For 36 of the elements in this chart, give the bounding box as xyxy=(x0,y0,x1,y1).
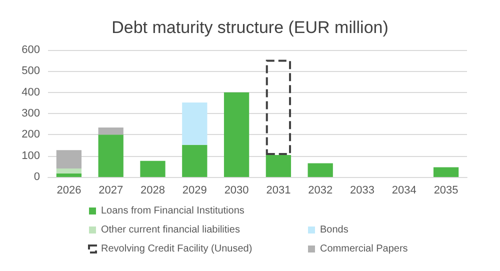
x-tick-label: 2032 xyxy=(308,184,333,196)
legend-label: Commercial Papers xyxy=(320,244,408,254)
bar xyxy=(98,134,124,177)
bar xyxy=(182,102,208,145)
legend-label: Other current financial liabilities xyxy=(101,224,240,236)
bar xyxy=(56,150,82,169)
x-tick-label: 2033 xyxy=(350,184,374,196)
y-tick-label: 600 xyxy=(22,44,40,56)
y-tick-label: 400 xyxy=(22,86,40,98)
x-tick-label: 2029 xyxy=(182,184,207,196)
bar xyxy=(308,163,333,177)
chart-title: Debt maturity structure (EUR million) xyxy=(112,18,388,37)
bar xyxy=(266,60,292,155)
x-tick-label: 2035 xyxy=(434,184,458,196)
x-tick-label: 2030 xyxy=(224,184,249,196)
x-tick-label: 2031 xyxy=(266,184,291,196)
y-tick-label: 100 xyxy=(22,150,40,162)
legend-label: Bonds xyxy=(320,224,348,236)
y-tick-label: 300 xyxy=(22,108,40,120)
legend-label: Revolving Credit Facility (Unused) xyxy=(101,244,252,254)
bar xyxy=(56,168,82,174)
bar xyxy=(266,154,292,177)
bar xyxy=(182,144,208,177)
bar xyxy=(98,127,124,135)
x-tick-label: 2026 xyxy=(56,184,82,196)
legend-label: Loans from Financial Institutions xyxy=(101,206,244,216)
x-tick-label: 2028 xyxy=(140,184,165,196)
x-tick-label: 2034 xyxy=(392,184,416,196)
bar xyxy=(140,160,166,177)
x-tick-label: 2027 xyxy=(98,184,124,196)
y-tick-label: 0 xyxy=(34,171,40,183)
y-tick-label: 200 xyxy=(22,128,40,141)
bar xyxy=(433,167,459,177)
y-tick-label: 500 xyxy=(22,65,40,78)
bar xyxy=(224,92,250,177)
bar xyxy=(56,173,82,177)
